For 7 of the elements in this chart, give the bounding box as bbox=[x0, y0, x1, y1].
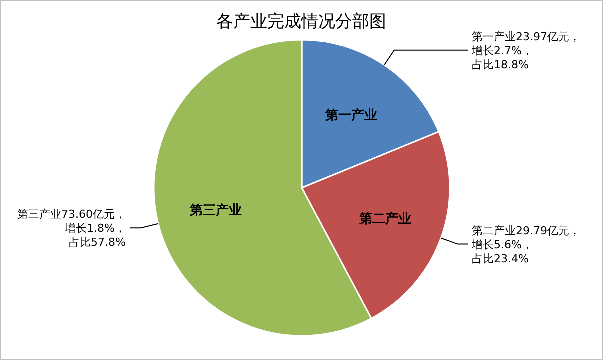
slice-label: 第二产业 bbox=[358, 211, 412, 228]
chart-title: 各产业完成情况分部图 bbox=[216, 12, 386, 32]
data-label: 第一产业23.97亿元，增长2.7%，占比18.8% bbox=[471, 30, 580, 72]
data-label: 第三产业73.60亿元，增长1.8%，占比57.8% bbox=[18, 208, 126, 250]
slice-label: 第一产业 bbox=[324, 107, 378, 124]
slice-label: 第三产业 bbox=[188, 202, 242, 219]
data-label: 第二产业29.79亿元，增长5.6%，占比23.4% bbox=[471, 224, 580, 266]
